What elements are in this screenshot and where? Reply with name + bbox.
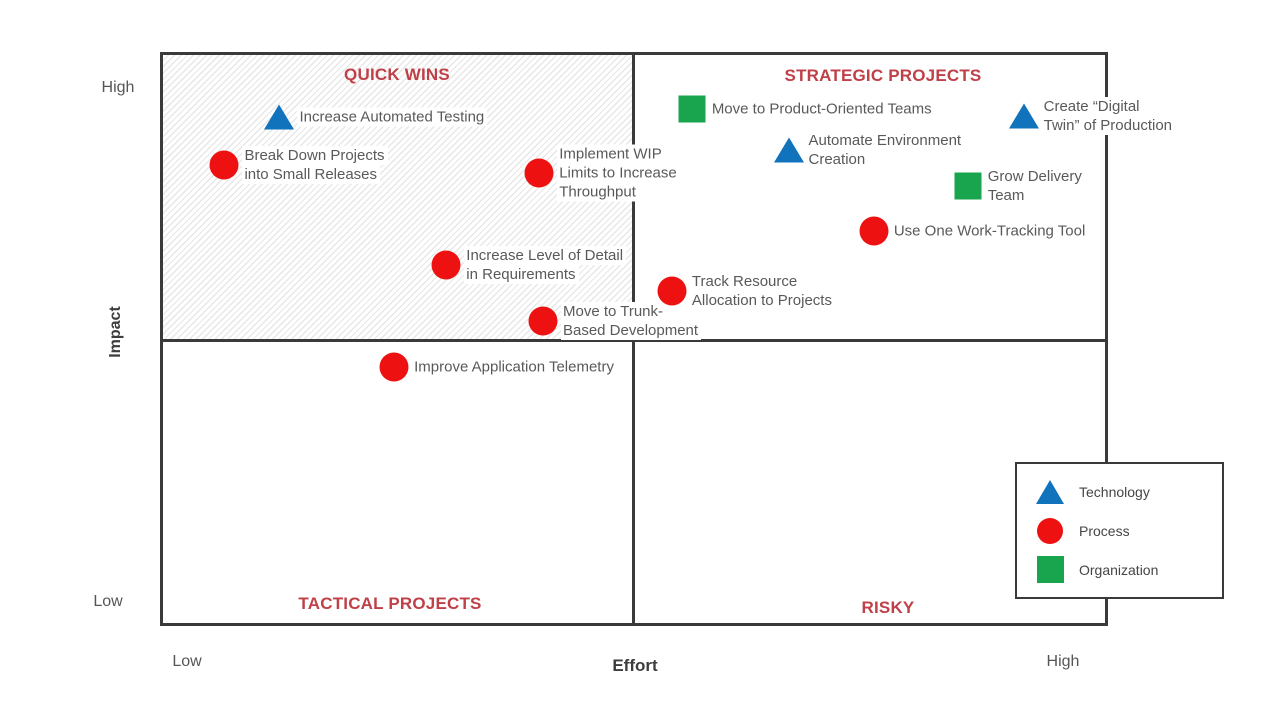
legend-label: Organization xyxy=(1079,561,1159,578)
x-axis-high-label: High xyxy=(1046,653,1080,670)
y-axis-high-label: High xyxy=(101,79,135,96)
quadrant-title-strategic-projects: STRATEGIC PROJECTS xyxy=(784,66,982,85)
legend-item-organization: Organization xyxy=(1034,550,1222,589)
triangle-icon xyxy=(1034,479,1066,504)
quadrant-title-tactical-projects: TACTICAL PROJECTS xyxy=(298,594,482,613)
y-axis-title: Impact xyxy=(107,306,124,358)
square-icon xyxy=(1034,556,1066,583)
quadrant-title-risky: RISKY xyxy=(861,598,915,617)
quadrant-title-quick-wins: QUICK WINS xyxy=(344,65,450,84)
legend-item-process: Process xyxy=(1034,511,1222,550)
y-axis-low-label: Low xyxy=(93,593,123,610)
legend-label: Process xyxy=(1079,522,1130,539)
legend: Technology Process Organization xyxy=(1015,462,1224,599)
legend-item-technology: Technology xyxy=(1034,472,1222,511)
horizontal-midline xyxy=(163,339,1105,342)
x-axis-low-label: Low xyxy=(172,653,202,670)
x-axis-title: Effort xyxy=(612,656,658,675)
quick-wins-hatched-background xyxy=(163,55,632,339)
legend-label: Technology xyxy=(1079,483,1150,500)
circle-icon xyxy=(1034,517,1066,544)
